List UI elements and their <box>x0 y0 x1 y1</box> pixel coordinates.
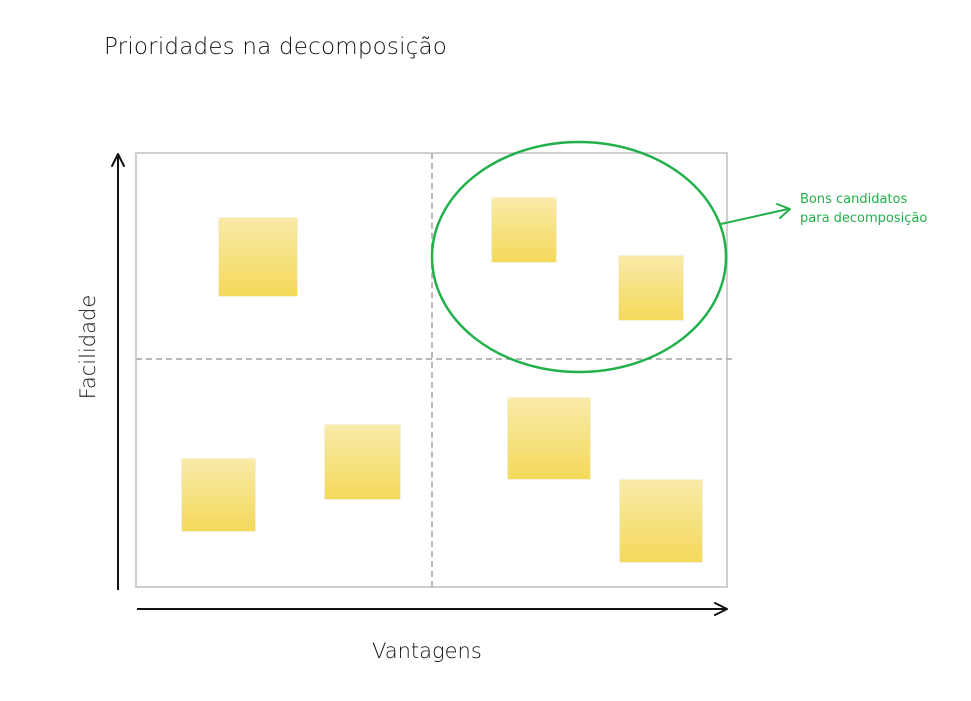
x-axis-arrow <box>137 602 728 616</box>
y-axis-label: Facilidade <box>76 294 100 400</box>
sticky-note <box>492 198 556 262</box>
sticky-note <box>325 425 400 499</box>
vertical-quadrant-divider <box>431 153 433 587</box>
x-axis-label: Vantagens <box>372 639 482 663</box>
y-axis-arrow <box>111 153 125 590</box>
sticky-note <box>620 480 702 562</box>
sticky-note <box>219 218 297 296</box>
annotation-text: Bons candidatos para decomposição <box>800 190 927 228</box>
annotation-line-2: para decomposição <box>800 211 928 226</box>
page-title: Prioridades na decomposição <box>104 34 448 60</box>
sticky-note <box>182 459 255 531</box>
sticky-note <box>508 398 590 479</box>
annotation-line-1: Bons candidatos <box>800 192 908 207</box>
annotation-arrow <box>720 203 791 225</box>
sticky-note <box>619 256 683 320</box>
horizontal-quadrant-divider <box>136 358 732 360</box>
